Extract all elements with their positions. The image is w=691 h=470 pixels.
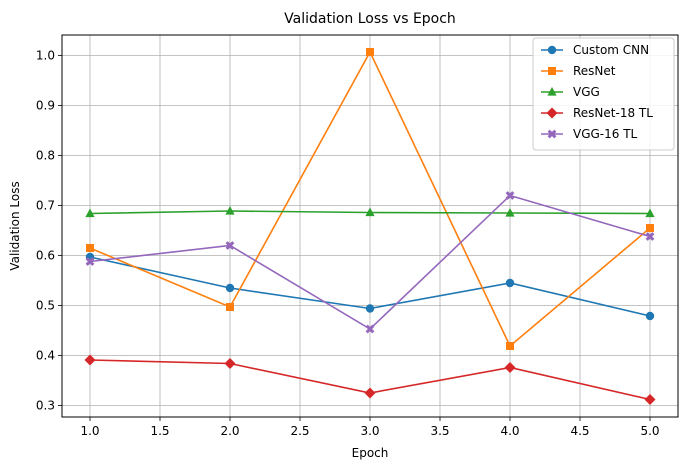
- series-vgg-16-tl: [85, 191, 655, 334]
- x-axis-label: Epoch: [352, 446, 389, 460]
- legend-item: ResNet: [541, 64, 616, 78]
- legend-marker: [547, 45, 557, 55]
- data-point: [86, 244, 94, 252]
- legend-label: VGG: [573, 85, 600, 99]
- y-tick-label: 1.0: [36, 49, 55, 63]
- x-tick-label: 5.0: [640, 424, 659, 438]
- chart-title: Validation Loss vs Epoch: [284, 11, 456, 27]
- legend-marker: [546, 107, 558, 119]
- x-tick-label: 4.0: [500, 424, 519, 438]
- legend-item: Custom CNN: [541, 43, 649, 57]
- y-tick-label: 0.7: [36, 199, 55, 213]
- series-custom-cnn: [85, 252, 655, 321]
- legend-label: Custom CNN: [573, 43, 649, 57]
- x-tick-label: 2.0: [220, 424, 239, 438]
- data-point: [225, 241, 235, 250]
- legend-marker: [547, 129, 557, 139]
- legend-label: VGG-16 TL: [573, 127, 638, 141]
- legend: Custom CNN ResNet VGG ResNet-18 TL VGG-16 TL: [532, 37, 675, 151]
- legend-item: ResNet-18 TL: [541, 106, 653, 120]
- y-tick-label: 0.6: [36, 249, 55, 263]
- data-point: [364, 387, 376, 399]
- legend-marker: [548, 67, 556, 75]
- legend-label: ResNet-18 TL: [573, 106, 653, 120]
- axis-ticks: 1.0 1.5 2.0 2.5 3.0 3.5 4.0 4.5 5.0 0.3 0.4 0.5 0.6 0…: [36, 49, 660, 439]
- data-point: [225, 283, 235, 293]
- legend-item: VGG-16 TL: [541, 127, 638, 141]
- y-tick-label: 0.9: [36, 99, 55, 113]
- x-tick-label: 1.0: [80, 424, 99, 438]
- y-tick-label: 0.8: [36, 149, 55, 163]
- data-point: [226, 303, 234, 311]
- data-point: [505, 191, 515, 200]
- x-tick-label: 3.0: [360, 424, 379, 438]
- data-point: [506, 342, 514, 350]
- legend-label: ResNet: [573, 64, 616, 78]
- data-point: [645, 208, 655, 218]
- data-point: [365, 207, 375, 217]
- data-point: [646, 224, 654, 232]
- data-point: [85, 208, 95, 218]
- x-tick-label: 1.5: [150, 424, 169, 438]
- data-point: [644, 394, 656, 405]
- series-layer: [84, 48, 656, 405]
- x-tick-label: 4.5: [570, 424, 589, 438]
- data-point: [645, 232, 655, 241]
- data-point: [645, 311, 655, 321]
- y-tick-label: 0.3: [36, 399, 55, 413]
- data-point: [84, 354, 96, 366]
- data-point: [224, 358, 236, 369]
- x-tick-label: 3.5: [430, 424, 449, 438]
- y-axis-label: Validation Loss: [8, 181, 22, 270]
- data-point: [225, 206, 235, 215]
- data-point: [366, 48, 374, 56]
- data-point: [505, 278, 515, 288]
- series-resnet: [86, 48, 654, 350]
- y-tick-label: 0.4: [36, 349, 55, 363]
- data-point: [365, 304, 375, 313]
- legend-marker: [547, 87, 557, 96]
- series-resnet-18-tl: [84, 354, 656, 405]
- data-point: [365, 324, 375, 334]
- legend-box: [532, 37, 675, 151]
- data-point: [504, 362, 516, 373]
- x-tick-label: 2.5: [290, 424, 309, 438]
- y-tick-label: 0.5: [36, 299, 55, 313]
- series-vgg: [85, 206, 655, 218]
- legend-item: VGG: [541, 85, 600, 99]
- data-point: [505, 208, 515, 217]
- data-point: [85, 257, 95, 266]
